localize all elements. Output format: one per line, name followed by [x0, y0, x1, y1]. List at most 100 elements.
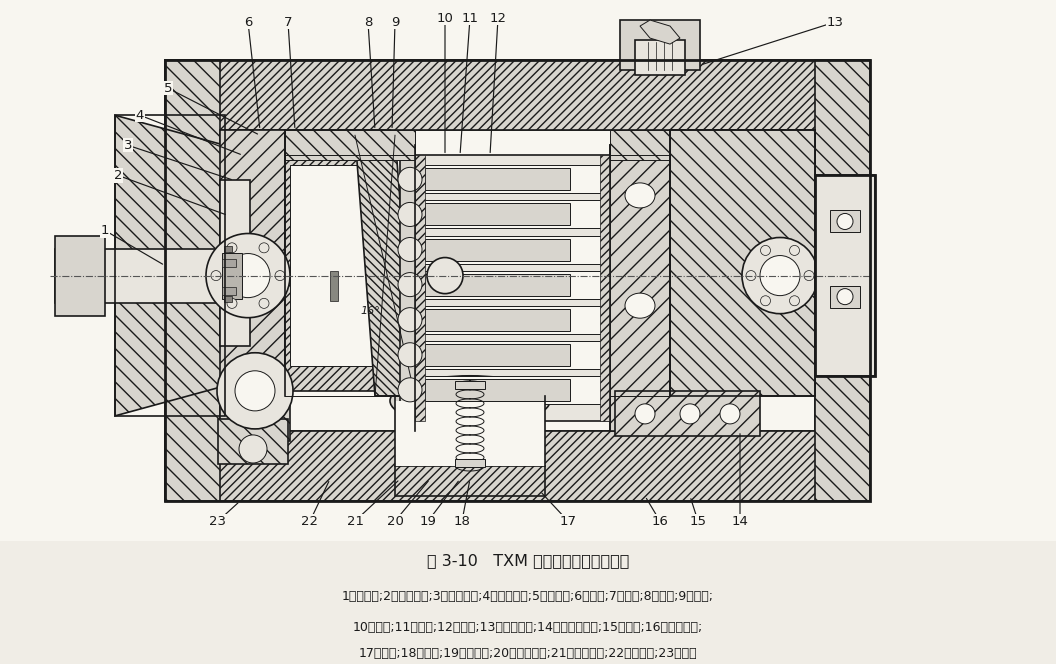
- Bar: [420, 341, 605, 369]
- Bar: [425, 203, 570, 226]
- Bar: [415, 155, 425, 421]
- Text: 11: 11: [461, 11, 478, 25]
- Text: 8: 8: [364, 15, 372, 29]
- Bar: [425, 169, 570, 191]
- Bar: [220, 381, 290, 441]
- Bar: [55, 236, 105, 315]
- Text: 16°: 16°: [360, 305, 380, 315]
- Bar: [425, 238, 570, 260]
- Bar: [830, 210, 860, 232]
- Circle shape: [427, 258, 463, 293]
- Ellipse shape: [390, 376, 550, 426]
- Circle shape: [398, 273, 422, 297]
- Text: 4: 4: [136, 109, 145, 122]
- Circle shape: [790, 295, 799, 305]
- Text: 1: 1: [100, 224, 109, 237]
- Text: 2: 2: [114, 169, 122, 182]
- Bar: [420, 305, 605, 334]
- Bar: [815, 175, 875, 376]
- Polygon shape: [815, 60, 870, 501]
- Bar: [224, 246, 232, 252]
- Circle shape: [760, 295, 771, 305]
- Bar: [615, 391, 760, 436]
- Text: 图 3-10   TXM 系列液压马达内部结构: 图 3-10 TXM 系列液压马达内部结构: [427, 553, 629, 568]
- Circle shape: [226, 254, 270, 297]
- Text: 17: 17: [560, 515, 577, 528]
- Text: 13: 13: [827, 15, 844, 29]
- Polygon shape: [640, 20, 680, 44]
- Circle shape: [746, 271, 756, 281]
- Bar: [400, 160, 418, 421]
- Bar: [290, 165, 385, 366]
- Circle shape: [760, 256, 800, 295]
- Bar: [329, 271, 338, 301]
- Circle shape: [259, 298, 269, 308]
- Polygon shape: [115, 116, 225, 416]
- Bar: [635, 40, 685, 75]
- Text: 16: 16: [652, 515, 668, 528]
- Polygon shape: [355, 135, 415, 396]
- Circle shape: [398, 378, 422, 402]
- Circle shape: [227, 243, 237, 253]
- Text: 15: 15: [690, 515, 706, 528]
- Text: 5: 5: [164, 82, 172, 95]
- Circle shape: [837, 213, 853, 230]
- Bar: [670, 130, 815, 396]
- Circle shape: [275, 271, 285, 281]
- Circle shape: [398, 238, 422, 262]
- Bar: [55, 248, 230, 303]
- Text: 21: 21: [346, 515, 363, 528]
- Bar: [425, 309, 570, 331]
- Bar: [222, 287, 235, 295]
- Text: 22: 22: [302, 515, 319, 528]
- Bar: [420, 201, 605, 228]
- Ellipse shape: [625, 183, 655, 208]
- Bar: [415, 155, 610, 421]
- Bar: [115, 116, 225, 416]
- Bar: [420, 165, 605, 193]
- Circle shape: [804, 271, 814, 281]
- Polygon shape: [285, 130, 390, 391]
- Polygon shape: [165, 431, 870, 501]
- Bar: [455, 381, 485, 389]
- Circle shape: [398, 167, 422, 191]
- Bar: [420, 271, 605, 299]
- Bar: [610, 145, 670, 431]
- Circle shape: [398, 307, 422, 332]
- Text: 6: 6: [244, 15, 252, 29]
- Text: 10－柱塞;11－顶杆;12－缸体;13－配流端盖;14－通油接头块;15－轴承;16－孔用挡圈;: 10－柱塞;11－顶杆;12－缸体;13－配流端盖;14－通油接头块;15－轴承…: [353, 622, 703, 634]
- Bar: [224, 295, 232, 301]
- Bar: [220, 130, 815, 431]
- Text: 1－输出轴;2－旋转油封;3－轴用挡圈;4－孔用挡圈;5－密封圈;6－轴承;7－壳体;8－斜盘;9－滑靴;: 1－输出轴;2－旋转油封;3－轴用挡圈;4－孔用挡圈;5－密封圈;6－轴承;7－…: [342, 590, 714, 603]
- Text: 20: 20: [386, 515, 403, 528]
- Bar: [222, 258, 235, 266]
- Bar: [220, 181, 250, 346]
- Bar: [425, 274, 570, 295]
- Circle shape: [398, 343, 422, 367]
- Bar: [455, 459, 485, 467]
- Bar: [218, 419, 288, 464]
- Circle shape: [760, 246, 771, 256]
- Circle shape: [211, 271, 221, 281]
- Circle shape: [398, 203, 422, 226]
- Bar: [830, 286, 860, 307]
- Circle shape: [206, 234, 290, 317]
- Circle shape: [235, 371, 275, 411]
- Polygon shape: [165, 60, 870, 130]
- Circle shape: [239, 435, 267, 463]
- Bar: [670, 130, 815, 396]
- Bar: [395, 401, 545, 466]
- Circle shape: [790, 246, 799, 256]
- Text: 14: 14: [732, 515, 749, 528]
- Bar: [225, 386, 260, 411]
- Bar: [620, 20, 700, 70]
- Text: 17－垫片;18－弹簧;19－弹簧座;20－滑靴压盘;21－推压球铰;22－定位销;23－挡盖: 17－垫片;18－弹簧;19－弹簧座;20－滑靴压盘;21－推压球铰;22－定位…: [359, 647, 697, 660]
- Text: 19: 19: [419, 515, 436, 528]
- Bar: [425, 344, 570, 366]
- Circle shape: [680, 404, 700, 424]
- Text: 18: 18: [454, 515, 470, 528]
- Bar: [815, 175, 875, 376]
- Text: 10: 10: [436, 11, 453, 25]
- Bar: [220, 130, 285, 391]
- Bar: [425, 378, 570, 401]
